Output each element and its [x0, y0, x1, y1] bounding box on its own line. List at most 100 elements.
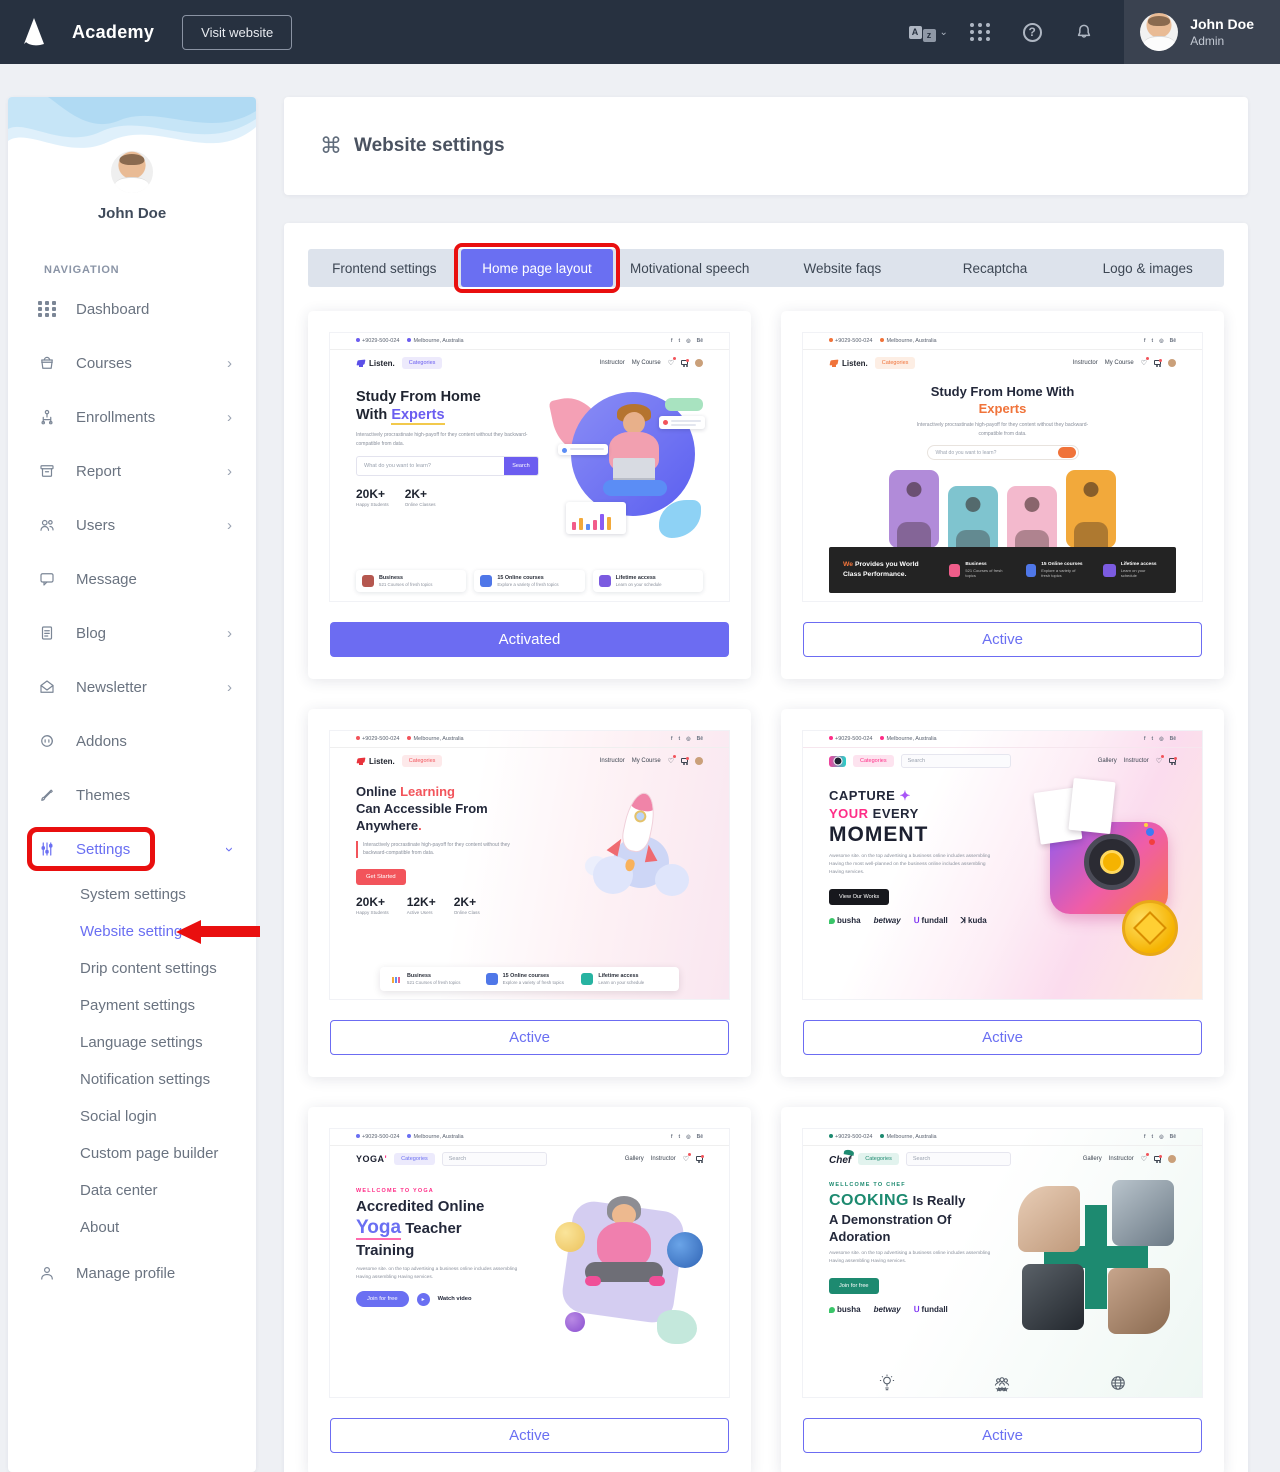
- sidebar-item-dashboard[interactable]: Dashboard: [8, 282, 256, 336]
- facebook-icon: f: [670, 736, 673, 742]
- sidebar-subitem-data-center[interactable]: Data center: [80, 1182, 158, 1199]
- join-for-free-button: Join for free: [356, 1291, 409, 1308]
- tab-frontend-settings[interactable]: Frontend settings: [332, 260, 437, 276]
- themes-pen-icon: [38, 786, 56, 804]
- tab-logo-images[interactable]: Logo & images: [1102, 260, 1193, 276]
- sidebar-item-message[interactable]: Message: [8, 552, 256, 606]
- online-courses-icon: [1026, 563, 1037, 577]
- theme-status-button-active[interactable]: Active: [803, 622, 1202, 657]
- newsletter-envelope-icon: [38, 678, 56, 696]
- theme-preview-yoga: +9029-500-024 Melbourne, Australia f t ◎ Bē…: [330, 1129, 729, 1397]
- chevron-right-icon: ›: [227, 678, 232, 696]
- sidebar-item-enrollments[interactable]: Enrollments ›: [8, 390, 256, 444]
- sidebar-profile-avatar: [109, 149, 155, 195]
- sidebar-subitem-website-settings[interactable]: Website settings: [8, 913, 260, 950]
- sidebar-subitem-about[interactable]: About: [80, 1219, 120, 1236]
- chevron-right-icon: ›: [227, 408, 232, 426]
- chevron-right-icon: ›: [227, 624, 232, 642]
- cart-icon: [681, 358, 689, 367]
- sidebar-subitem-system-settings[interactable]: System settings: [80, 886, 186, 903]
- sidebar-subitem-language-settings[interactable]: Language settings: [80, 1034, 203, 1051]
- sidebar-item-courses[interactable]: Courses ›: [8, 336, 256, 390]
- sidebar-subitem-payment-settings[interactable]: Payment settings: [80, 997, 196, 1014]
- visit-website-button[interactable]: Visit website: [182, 14, 293, 50]
- sidebar-item-manage-profile[interactable]: Manage profile: [8, 1246, 256, 1300]
- wishlist-heart-icon: ♡: [667, 357, 677, 367]
- help-icon[interactable]: ?: [1006, 22, 1058, 42]
- page-title: Website settings: [354, 135, 505, 156]
- idea-bulb-icon: [879, 1374, 894, 1391]
- sidebar-item-blog[interactable]: Blog ›: [8, 606, 256, 660]
- theme-status-button-activated[interactable]: Activated: [330, 622, 729, 657]
- preview-search-bar: Search: [905, 1152, 1011, 1166]
- page-header: ⌘ Website settings: [284, 97, 1248, 195]
- behance-icon: Bē: [1169, 1134, 1176, 1140]
- camera-3d-illustration: [1009, 777, 1178, 956]
- theme-card-listen-orange: +9029-500-024 Melbourne, Australia f t ◎ Bē…: [781, 311, 1224, 679]
- sidebar-item-newsletter[interactable]: Newsletter ›: [8, 660, 256, 714]
- preview-search-bar: What do you want to learn? Search: [356, 456, 539, 477]
- notifications-bell-icon[interactable]: [1058, 22, 1110, 42]
- instagram-icon: ◎: [1159, 736, 1164, 742]
- user-avatar: [1140, 13, 1179, 51]
- graduation-cap-icon: [829, 360, 839, 367]
- enrollments-sitemap-icon: [38, 408, 56, 426]
- view-our-works-button: View Our Works: [829, 889, 890, 906]
- navigation-section-label: NAVIGATION: [44, 264, 120, 276]
- play-icon: ▸: [416, 1292, 430, 1306]
- sidebar-item-settings[interactable]: Settings ›: [8, 822, 256, 876]
- courses-bag-icon: [38, 354, 56, 372]
- user-role: Admin: [1190, 34, 1225, 48]
- theme-status-button-active[interactable]: Active: [330, 1418, 729, 1453]
- business-icon: [362, 575, 374, 587]
- message-chat-icon: [38, 570, 56, 588]
- theme-status-button-active[interactable]: Active: [803, 1020, 1202, 1055]
- tab-motivational-speech[interactable]: Motivational speech: [630, 260, 750, 276]
- instagram-icon: ◎: [686, 338, 691, 344]
- location-pin-icon: [880, 338, 885, 342]
- apps-grid-icon[interactable]: [954, 23, 1006, 41]
- facebook-icon: f: [670, 1134, 673, 1140]
- sidebar-subitem-notification-settings[interactable]: Notification settings: [80, 1071, 211, 1088]
- location-pin-icon: [880, 736, 885, 740]
- sidebar-subitem-custom-page-builder[interactable]: Custom page builder: [80, 1145, 219, 1162]
- graduation-cap-icon: [356, 758, 366, 765]
- join-for-free-button: Join for free: [829, 1278, 879, 1295]
- tab-website-faqs[interactable]: Website faqs: [803, 260, 882, 276]
- sidebar-subitem-social-login[interactable]: Social login: [80, 1108, 157, 1125]
- command-icon: ⌘: [320, 133, 342, 158]
- theme-preview-listen-red: +9029-500-024 Melbourne, Australia f t ◎ Bē…: [330, 731, 729, 999]
- chevron-right-icon: ›: [227, 516, 232, 534]
- location-pin-icon: [407, 1134, 412, 1138]
- sidebar-item-addons[interactable]: Addons: [8, 714, 256, 768]
- sidebar-item-report[interactable]: Report ›: [8, 444, 256, 498]
- sidebar-item-themes[interactable]: Themes: [8, 768, 256, 822]
- theme-preview-listen-purple: +9029-500-024 Melbourne, Australia f t ◎ Bē…: [330, 333, 729, 601]
- preview-search-bar: What do you want to learn?: [926, 445, 1079, 460]
- wishlist-heart-icon: ♡: [1155, 755, 1165, 765]
- person-icon: [38, 1264, 56, 1282]
- sidebar-subitem-drip-content-settings[interactable]: Drip content settings: [80, 960, 217, 977]
- search-button: [1057, 447, 1076, 458]
- phone-icon: [356, 338, 360, 342]
- twitter-icon: t: [678, 1134, 681, 1140]
- twitter-icon: t: [678, 338, 681, 344]
- globe-icon: [1111, 1376, 1125, 1390]
- theme-status-button-active[interactable]: Active: [803, 1418, 1202, 1453]
- sidebar-item-users[interactable]: Users ›: [8, 498, 256, 552]
- theme-status-button-active[interactable]: Active: [330, 1020, 729, 1055]
- instagram-icon: ◎: [686, 736, 691, 742]
- theme-preview-gallery-capture: +9029-500-024 Melbourne, Australia f t ◎ Bē…: [803, 731, 1202, 999]
- cart-icon: [681, 756, 689, 765]
- sidebar-profile-name: John Doe: [97, 205, 167, 222]
- cart-icon: [696, 1154, 704, 1163]
- tab-home-page-layout[interactable]: Home page layout: [453, 243, 621, 293]
- user-menu[interactable]: John Doe Admin: [1124, 0, 1280, 64]
- tab-recaptcha[interactable]: Recaptcha: [962, 260, 1028, 276]
- twitter-icon: t: [1151, 736, 1154, 742]
- twitter-icon: t: [1151, 1134, 1154, 1140]
- theme-preview-listen-orange: +9029-500-024 Melbourne, Australia f t ◎ Bē…: [803, 333, 1202, 601]
- sparkle-icon: ✦: [899, 788, 911, 803]
